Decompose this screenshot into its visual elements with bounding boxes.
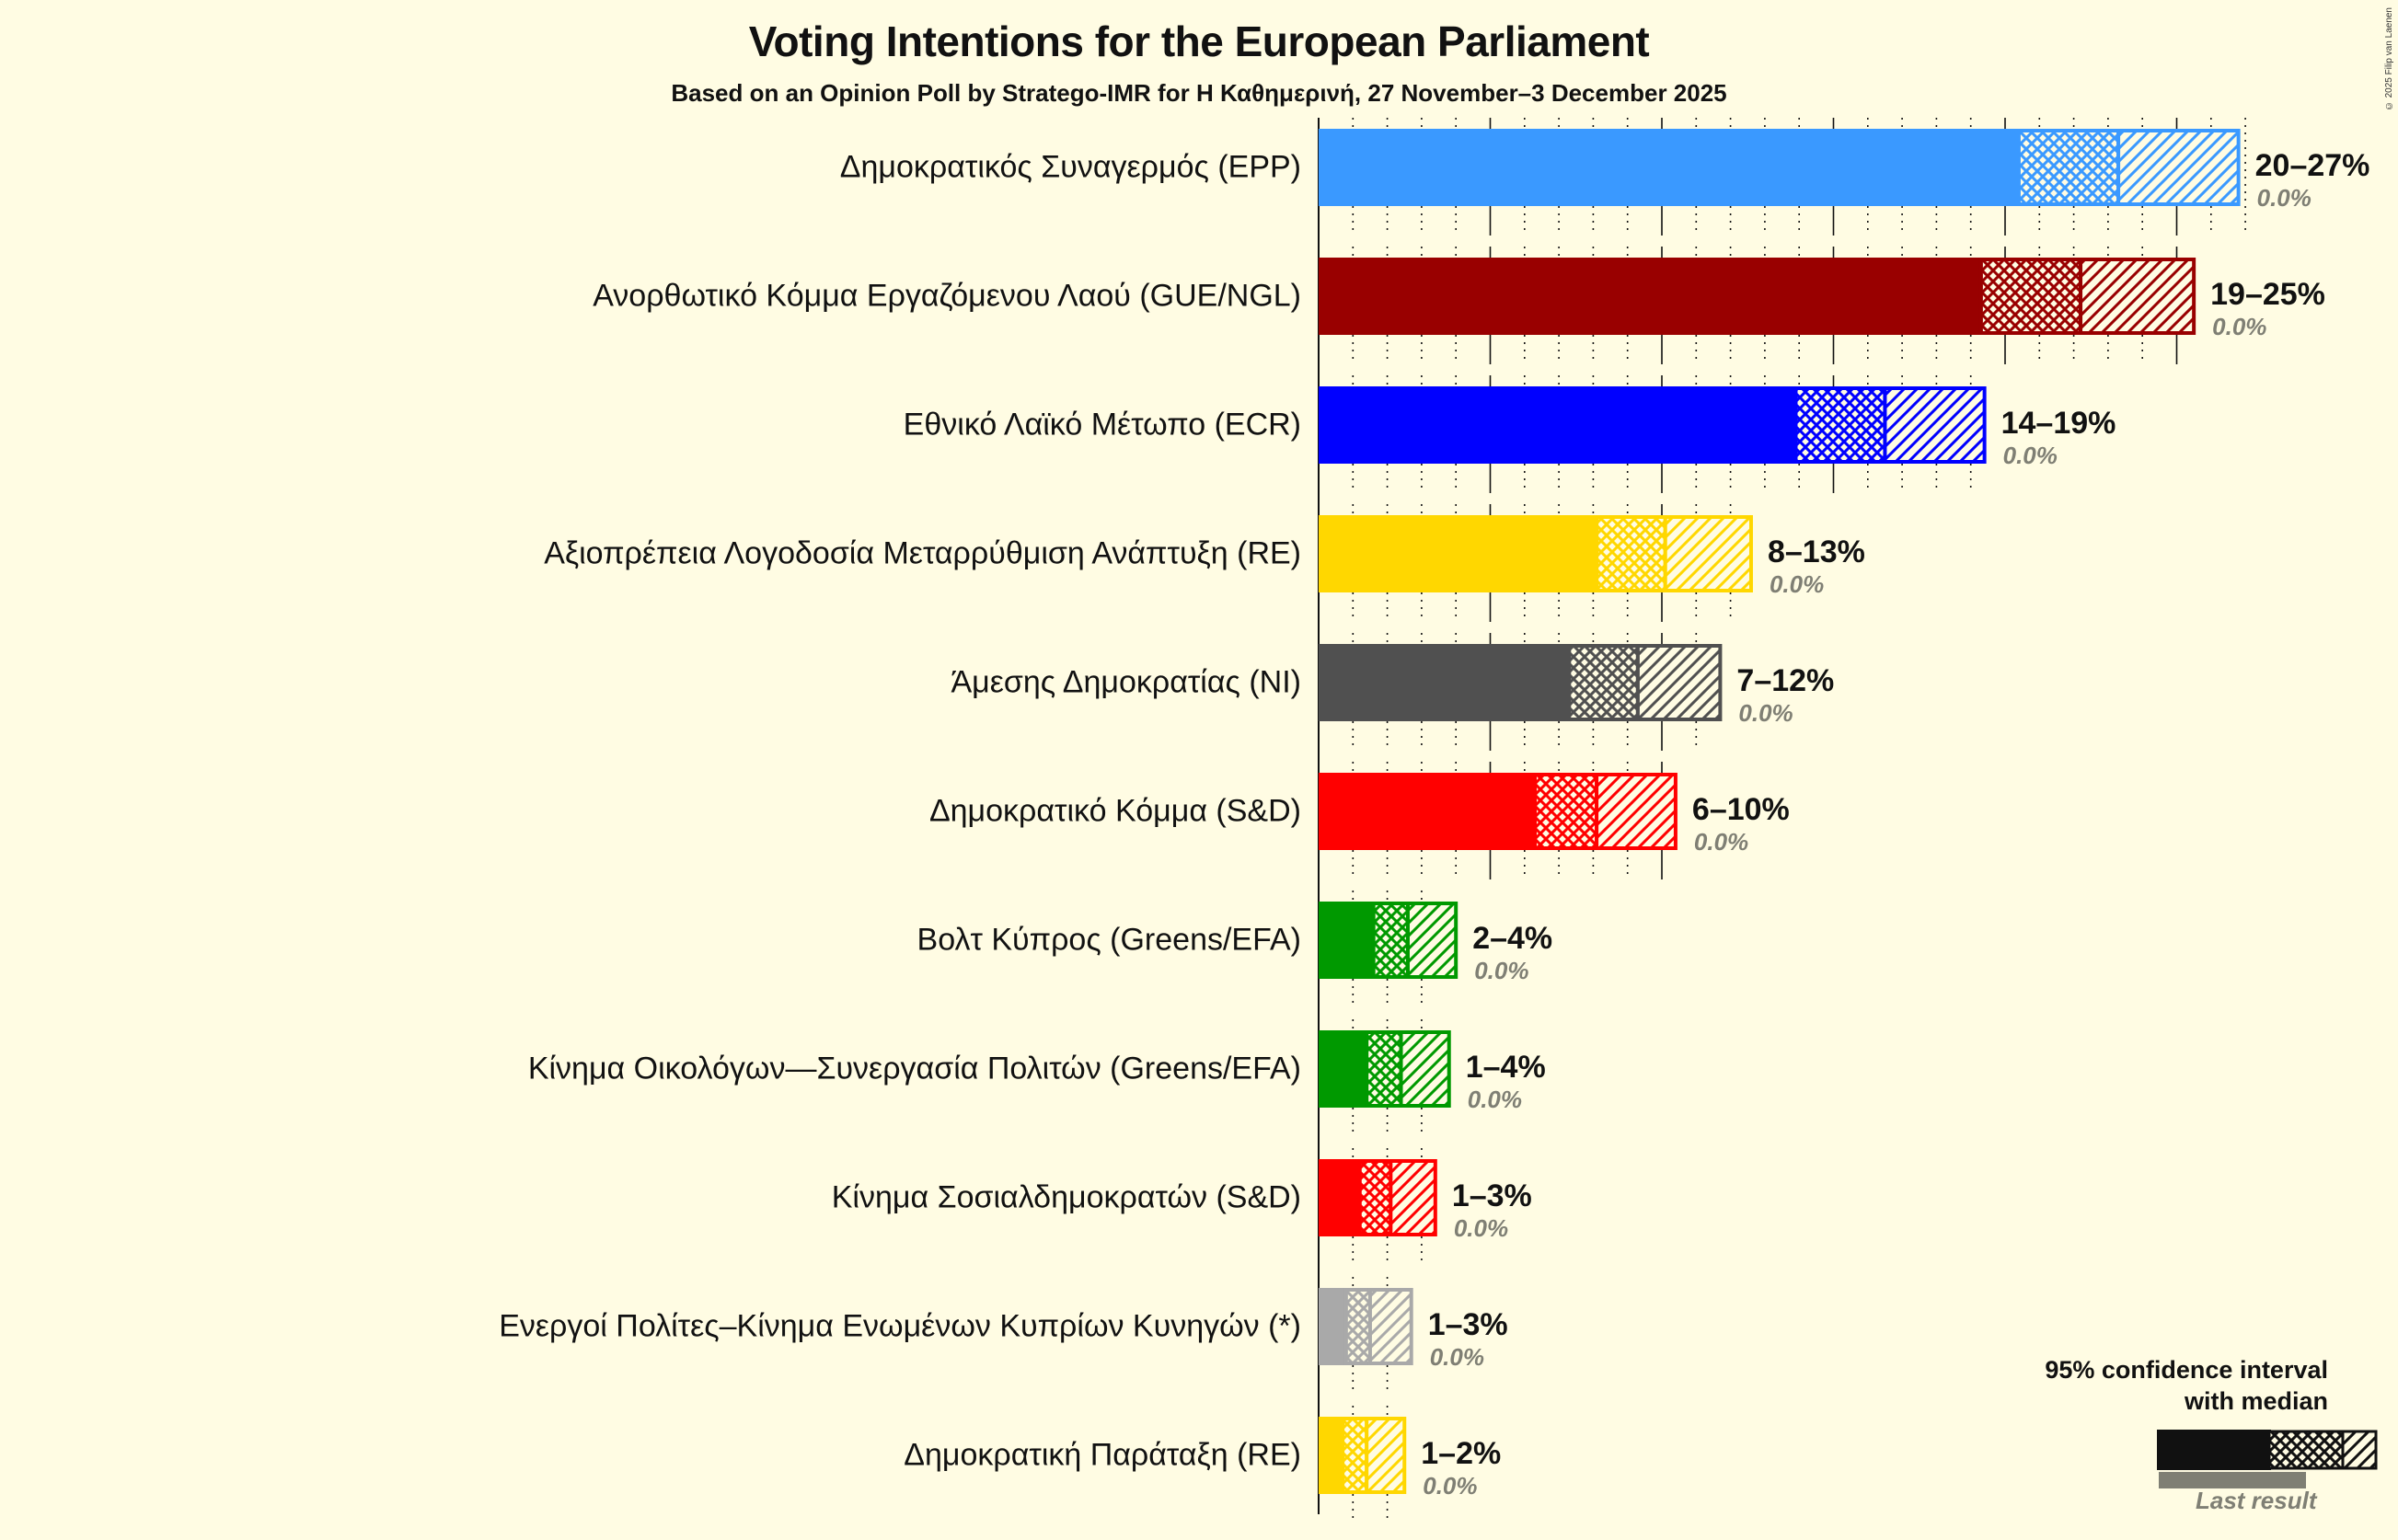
party-bar bbox=[1319, 515, 1753, 592]
range-label: 1–3% bbox=[1427, 1307, 1508, 1342]
legend-title: 95% confidence interval with median bbox=[2045, 1354, 2328, 1417]
party-bar bbox=[1319, 386, 1987, 464]
party-label: Άμεσης Δημοκρατίας (NI) bbox=[951, 664, 1301, 700]
party-bar bbox=[1319, 773, 1677, 850]
party-bar bbox=[1319, 644, 1723, 721]
party-label: Δημοκρατικός Συναγερμός (EPP) bbox=[839, 149, 1301, 185]
party-label: Ανορθωτικό Κόμμα Εργαζόμενου Λαού (GUE/N… bbox=[593, 278, 1301, 314]
party-label: Αξιοπρέπεια Λογοδοσία Μεταρρύθμιση Ανάπτ… bbox=[544, 535, 1301, 571]
party-bar bbox=[1319, 1288, 1413, 1365]
party-label: Κίνημα Σοσιαλδημοκρατών (S&D) bbox=[831, 1179, 1301, 1215]
party-bar bbox=[1319, 1159, 1437, 1236]
party-bar bbox=[1319, 258, 2196, 335]
last-result-label: 0.0% bbox=[1429, 1343, 1484, 1371]
legend-title-line2: with median bbox=[2184, 1387, 2328, 1415]
range-label: 6–10% bbox=[1691, 792, 1790, 827]
last-result-label: 0.0% bbox=[2002, 442, 2058, 469]
chart-subtitle: Based on an Opinion Poll by Stratego-IMR… bbox=[671, 79, 1727, 107]
last-result-label: 0.0% bbox=[1423, 1472, 1478, 1500]
last-result-label: 0.0% bbox=[1453, 1214, 1509, 1242]
party-label: Δημοκρατικό Κόμμα (S&D) bbox=[928, 793, 1301, 829]
bars bbox=[1319, 129, 2241, 1494]
range-label: 2–4% bbox=[1472, 921, 1553, 956]
range-label: 1–4% bbox=[1465, 1050, 1546, 1085]
party-label: Κίνημα Οικολόγων—Συνεργασία Πολιτών (Gre… bbox=[527, 1051, 1301, 1086]
party-bar bbox=[1319, 902, 1458, 979]
last-result-label: 0.0% bbox=[1769, 570, 1825, 598]
party-label: Βολτ Κύπρος (Greens/EFA) bbox=[917, 922, 1301, 958]
range-label: 7–12% bbox=[1736, 663, 1835, 698]
range-label: 1–2% bbox=[1421, 1436, 1502, 1471]
last-result-label: 0.0% bbox=[2256, 184, 2312, 212]
party-bar bbox=[1319, 129, 2241, 206]
party-bar bbox=[1319, 1417, 1407, 1494]
last-result-label: 0.0% bbox=[1693, 828, 1749, 856]
range-label: 20–27% bbox=[2254, 148, 2370, 183]
last-result-label: 0.0% bbox=[1474, 957, 1529, 984]
last-result-label: 0.0% bbox=[1467, 1086, 1522, 1113]
legend-last-result-label: Last result bbox=[2196, 1487, 2317, 1514]
last-result-label: 0.0% bbox=[2212, 313, 2267, 340]
range-label: 14–19% bbox=[2000, 406, 2116, 441]
range-label: 1–3% bbox=[1451, 1178, 1532, 1213]
party-bar bbox=[1319, 1030, 1451, 1108]
legend-title-line1: 95% confidence interval bbox=[2045, 1356, 2328, 1384]
legend-swatch bbox=[2157, 1430, 2378, 1488]
range-label: 8–13% bbox=[1767, 534, 1865, 569]
range-label: 19–25% bbox=[2210, 277, 2325, 312]
party-label: Εθνικό Λαϊκό Μέτωπο (ECR) bbox=[903, 407, 1301, 442]
party-label: Ενεργοί Πολίτες–Κίνημα Ενωμένων Κυπρίων … bbox=[499, 1308, 1301, 1344]
party-label: Δημοκρατική Παράταξη (RE) bbox=[904, 1437, 1301, 1473]
chart-title: Voting Intentions for the European Parli… bbox=[748, 17, 1650, 65]
last-result-label: 0.0% bbox=[1738, 699, 1793, 727]
